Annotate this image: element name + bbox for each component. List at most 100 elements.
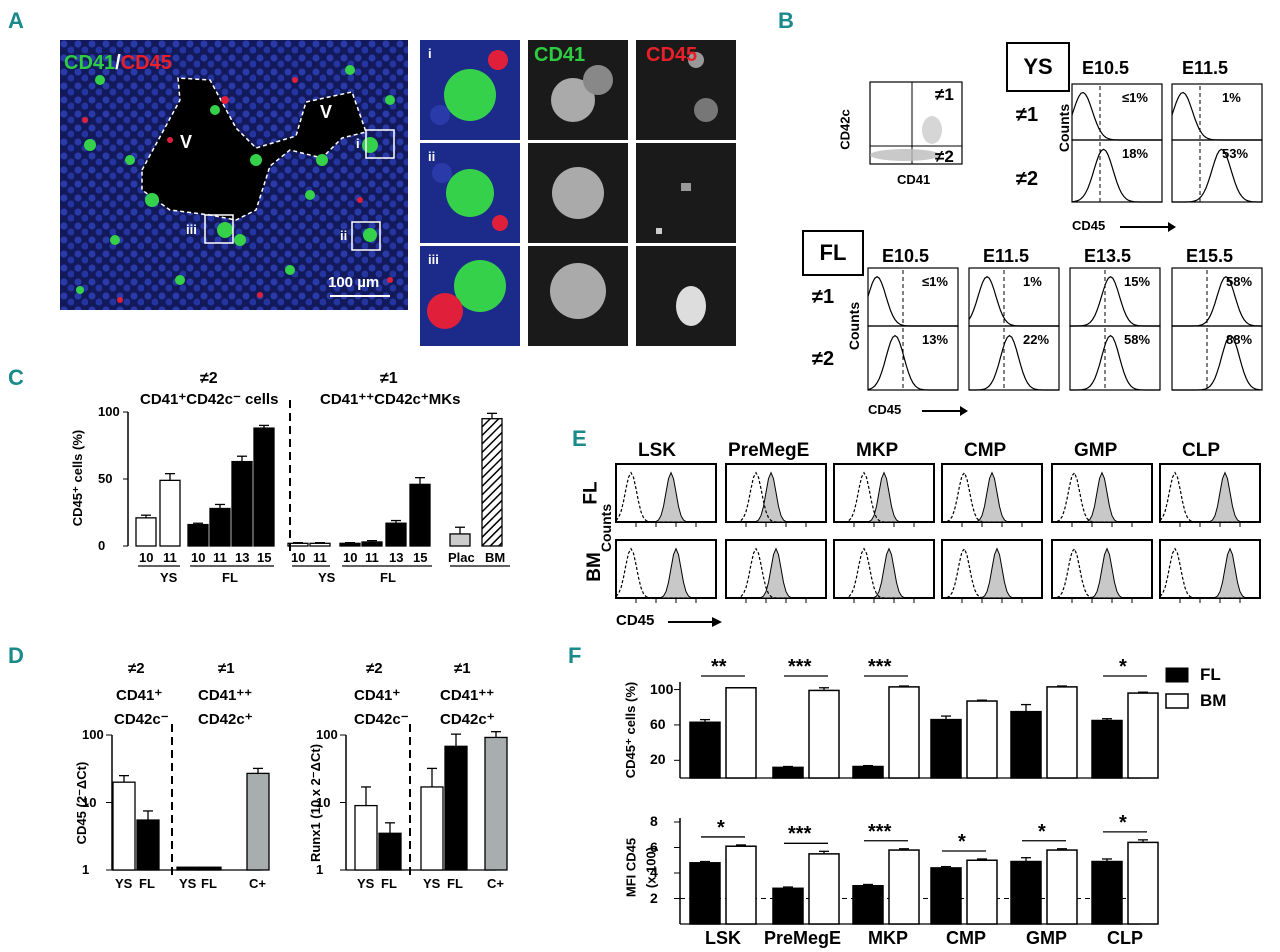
e-hist-box: [833, 539, 935, 599]
fl-age-1: E11.5: [983, 246, 1030, 266]
d-xtick-label: FL: [447, 876, 463, 891]
fl-pct: 58%: [1124, 332, 1151, 347]
e-col-header: GMP: [1074, 440, 1118, 461]
f-category-label: MKP: [868, 928, 908, 948]
d-marker-header: CD42c⁺: [198, 711, 253, 728]
e-xlabel: CD45: [616, 612, 655, 629]
f-legend-bm: BM: [1200, 691, 1227, 710]
c-bar: [159, 479, 181, 547]
ft-bar: [888, 686, 920, 779]
e-hist-box: [1159, 539, 1261, 599]
c-g1: ≠1: [380, 370, 398, 387]
c-bar: [231, 460, 253, 547]
ft-sig-star: ***: [788, 656, 812, 678]
ft-bar: [1046, 686, 1078, 779]
fl-label-box: FL: [802, 230, 864, 276]
fb-sig-star: ***: [788, 823, 812, 846]
d-marker-header: CD42c⁺: [440, 711, 495, 728]
e-hist-fill: [834, 547, 934, 599]
inset-iii-cd41: [528, 246, 628, 346]
fl-hist-box: [968, 267, 1060, 327]
d-marker-header: CD41⁺: [116, 687, 163, 704]
e-hist-box: [1051, 463, 1153, 523]
inset-ii-label: ii: [428, 149, 436, 164]
inset-iii-label: iii: [428, 252, 439, 267]
d-gate-header: ≠2: [366, 660, 383, 677]
micrograph-overlay: [60, 40, 408, 310]
d-marker-header: CD42c⁻: [114, 711, 169, 728]
fl-hist-curve: [968, 275, 1059, 327]
d-ytick-label: 100: [82, 727, 104, 742]
c-xtick-label: 13: [235, 550, 250, 565]
ys-age-0: E10.5: [1082, 58, 1130, 78]
d-ytick-label: 100: [316, 727, 338, 742]
ft-bar: [689, 721, 721, 779]
e-hist-dashed: [726, 471, 826, 523]
e-arrow-head: [712, 617, 722, 627]
fb-ytick-label: 6: [650, 838, 658, 855]
ys-hist-box: [1071, 139, 1163, 203]
fb-ytick-label: 2: [650, 889, 658, 906]
e-hist-box: [725, 539, 827, 599]
c-group-label: FL: [380, 570, 396, 585]
panel-letter-e: E: [572, 426, 587, 451]
fl-age-2: E13.5: [1084, 246, 1132, 266]
f-category-label: CLP: [1107, 928, 1143, 948]
ft-sig-star: **: [711, 656, 727, 678]
d-ytick-label: 10: [82, 794, 97, 810]
d-marker-header: CD41⁺: [354, 687, 401, 704]
c-xtick-label: 10: [139, 550, 154, 565]
fl-pct: 1%: [1023, 274, 1042, 289]
d-bar: [136, 819, 160, 871]
inset-header-cd45: CD45: [646, 44, 698, 66]
c-bar: [253, 427, 275, 547]
d-marker-header: CD41⁺⁺: [440, 687, 495, 704]
c-ytick-label: 50: [98, 471, 113, 486]
e-hist-fill: [834, 471, 934, 523]
d-bar: [176, 866, 200, 871]
c-xtick-label: 11: [365, 550, 379, 565]
ft-bar: [808, 689, 840, 779]
e-row-fl: FL: [580, 481, 602, 505]
fb-bar: [1091, 860, 1123, 925]
c-bar: [309, 542, 331, 547]
d-bar: [484, 736, 508, 871]
fb-bar: [808, 853, 840, 925]
inset-header-cd41: CD41: [534, 44, 586, 66]
e-hist-fill: [616, 471, 716, 523]
inset-i-cd41: CD41: [528, 40, 628, 140]
fb-bar: [966, 859, 998, 925]
ys-counts-label: Counts: [1056, 103, 1073, 153]
ys-hist-box: [1171, 139, 1263, 203]
c-xtick-label: 13: [389, 550, 404, 565]
panel-letter-c: C: [8, 365, 24, 390]
c-g1-desc: CD41⁺⁺CD42c⁺MKs: [320, 391, 461, 408]
d-bar: [378, 832, 402, 871]
gate-xlabel: CD41: [897, 172, 931, 187]
e-hist-fill: [942, 547, 1042, 599]
d-xtick-label: C+: [249, 876, 266, 891]
inset-ii-cd45: [636, 143, 736, 243]
c-bar: [361, 541, 383, 547]
inset-marker-ii: ii: [340, 228, 348, 243]
d-xtick-label: FL: [201, 876, 217, 891]
ys-hist-curve: [1171, 91, 1262, 141]
ft-ytick-label: 100: [650, 680, 674, 697]
f-legend-fl-swatch: [1165, 667, 1189, 683]
fb-bar: [888, 849, 920, 925]
ys-row-g2: ≠2: [1016, 168, 1039, 190]
e-row-bm: BM: [583, 552, 605, 582]
ys-pct: 53%: [1222, 146, 1249, 161]
fb-sig-star: *: [717, 816, 725, 839]
e-hist-dashed: [726, 547, 826, 599]
f-bot-ylabel: MFI CD45: [623, 837, 639, 898]
inset-iii-cd45: [636, 246, 736, 346]
e-hist-fill: [1160, 547, 1260, 599]
ys-pct: 1%: [1222, 90, 1241, 105]
c-bar: [209, 507, 231, 547]
c-ylabel: CD45⁺ cells (%): [70, 429, 86, 527]
ft-sig-star: ***: [868, 656, 892, 678]
ft-ytick-label: 20: [650, 751, 666, 768]
f-top-ylabel: CD45⁺ cells (%): [623, 681, 638, 779]
inset-ii-cd41: [528, 143, 628, 243]
